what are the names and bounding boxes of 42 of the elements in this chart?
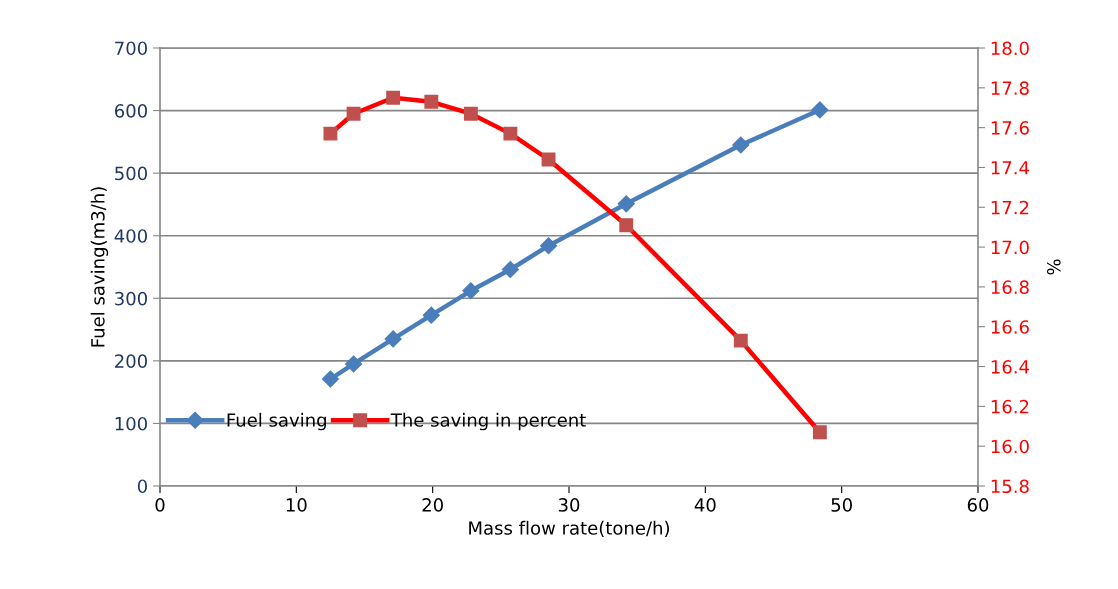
y-tick-label: 500 <box>115 166 147 181</box>
x-tick-label: 30 <box>558 498 580 512</box>
y2-tick-label: 16.4 <box>991 360 1029 374</box>
y2-tick-label: 16.2 <box>991 399 1029 414</box>
y2-tick-label: 17.6 <box>991 121 1029 135</box>
point <box>539 237 558 255</box>
y-tick-label: 100 <box>115 416 147 431</box>
x-axis-title: Mass flow rate(tone/h) <box>469 520 669 537</box>
x-tick-label: 40 <box>694 498 716 512</box>
point <box>462 282 480 300</box>
y2-tick-label: 16.6 <box>991 320 1029 334</box>
point <box>422 306 440 324</box>
y-axis-title: Fuel saving(m3/h) <box>90 187 109 347</box>
y-tick-label: 700 <box>115 41 147 56</box>
y-tick-label: 400 <box>114 229 147 243</box>
y2-tick-label: 16.0 <box>991 439 1029 454</box>
x-tick-label: 0 <box>155 498 165 512</box>
y2-tick-label: 15.8 <box>991 479 1029 494</box>
y-tick-label: 200 <box>115 354 147 368</box>
y2-tick-label: 17.0 <box>991 240 1029 255</box>
y-tick-label: 600 <box>114 104 147 118</box>
point <box>384 330 402 348</box>
legend-label: Fuel saving <box>227 412 326 431</box>
x-tick-label: 60 <box>967 498 989 512</box>
y2-tick-label: 17.8 <box>991 81 1029 95</box>
y-tick-label: 300 <box>115 291 147 306</box>
y2-axis-title: % <box>1046 259 1061 275</box>
y2-tick-label: 16.8 <box>991 280 1029 295</box>
point <box>811 101 829 119</box>
point <box>617 195 635 213</box>
point <box>501 260 519 279</box>
y2-tick-label: 18.0 <box>991 41 1029 56</box>
point <box>321 370 339 388</box>
x-tick-label: 10 <box>286 498 307 512</box>
point <box>732 136 750 154</box>
y2-tick-label: 17.2 <box>991 200 1029 215</box>
x-tick-label: 20 <box>422 498 443 512</box>
x-tick-label: 50 <box>831 498 852 512</box>
point <box>345 355 363 373</box>
y2-tick-label: 17.4 <box>991 161 1029 175</box>
legend-label: The saving in percent <box>390 412 586 431</box>
y-tick-label: 0 <box>137 479 147 494</box>
